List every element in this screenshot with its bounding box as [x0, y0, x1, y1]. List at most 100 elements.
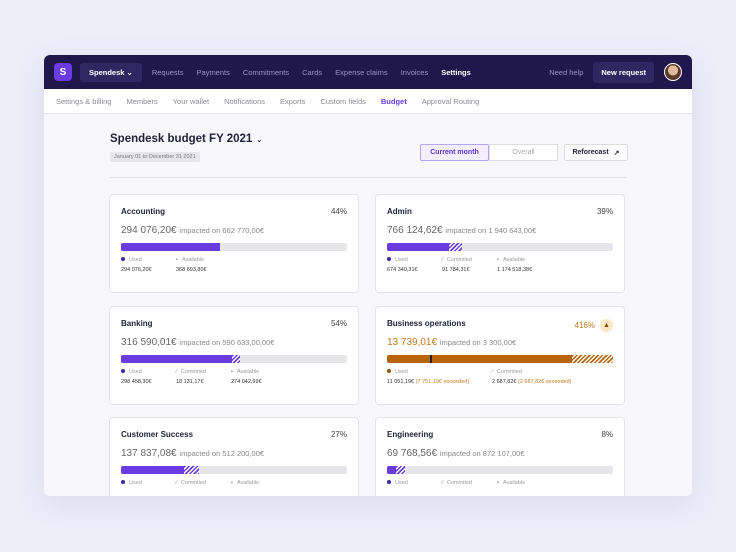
legend-label: Used — [129, 369, 142, 375]
committed-segment — [396, 466, 406, 474]
used-dot-icon — [387, 257, 391, 261]
legend-value: 298 458,30€ — [121, 379, 176, 385]
budget-name: Customer Success — [121, 430, 194, 439]
tab-current-month[interactable]: Current month — [420, 144, 489, 161]
need-help-link[interactable]: Need help — [549, 67, 584, 77]
new-request-button[interactable]: New request — [593, 61, 654, 83]
budget-card[interactable]: Accounting 44% 294 076,20€ impacted on 662… — [109, 194, 359, 293]
used-dot-icon — [121, 257, 125, 261]
budget-total: 512 200,00€ — [222, 449, 265, 458]
legend-label: Available — [236, 369, 260, 375]
avatar[interactable] — [664, 63, 682, 81]
warning-icon: ▲ — [600, 319, 613, 332]
budget-name: Banking — [121, 319, 153, 328]
legend-used: Used 674 340,31€ — [387, 257, 442, 273]
available-dot-icon: ▪ — [497, 480, 499, 486]
org-name: Spendesk — [89, 67, 125, 77]
amount-total: impacted on 3 300,00€ — [440, 338, 516, 347]
used-segment — [121, 466, 185, 474]
budget-name: Engineering — [387, 430, 434, 439]
exceeded-amount: (2 687,82€ exceeded) — [518, 379, 572, 385]
budget-header: Spendesk budget FY 2021 ⌄ January 01 to D… — [110, 133, 628, 163]
legend-used-label: Used — [387, 257, 442, 263]
budget-card[interactable]: Business operations 416% ▲ 13 739,01€ impac… — [375, 306, 625, 405]
impacted-label: impacted on — [439, 449, 481, 458]
amount-total: impacted on 1 940 643,00€ — [445, 226, 536, 235]
nav-item-expense-claims[interactable]: Expense claims — [335, 67, 388, 77]
subnav-item-settings-billing[interactable]: Settings & billing — [56, 96, 112, 106]
percent-value: 54% — [330, 319, 347, 328]
budget-total: 872 107,00€ — [482, 449, 525, 458]
amount-spent: 766 124,62€ — [387, 225, 443, 236]
nav-item-commitments[interactable]: Commitments — [242, 67, 290, 77]
legend-amount: 1 174 518,38€ — [497, 267, 533, 273]
budget-progress-bar — [121, 243, 347, 251]
budget-total: 3 300,00€ — [482, 338, 517, 347]
legend-label: Used — [129, 480, 142, 486]
legend-value: 1 174 518,38€ — [497, 267, 552, 273]
legend-committed: ⁄ Commited — [442, 480, 497, 486]
legend-committed: ⁄ Commited 91 784,31€ — [442, 257, 497, 273]
budget-card[interactable]: Banking 54% 316 590,01€ impacted on 590 63… — [109, 306, 359, 405]
subnav-item-custom-fields[interactable]: Custom fields — [320, 96, 366, 106]
org-switcher[interactable]: Spendesk ⌄ — [80, 62, 142, 82]
budget-card[interactable]: Customer Success 27% 137 837,08€ impacted … — [109, 417, 359, 496]
legend-used: Used 298 458,30€ — [121, 369, 176, 385]
legend-value: 11 051,19€ (7 751,19€ exceeded) — [387, 379, 492, 385]
amount-spent: 69 768,56€ — [387, 448, 438, 459]
legend-available: ▪ Available 1 174 518,38€ — [497, 257, 552, 273]
legend-committed-label: ⁄ Commited — [442, 480, 497, 486]
legend-committed-label: ⁄ Commited — [492, 369, 597, 375]
legend-label: Commited — [446, 480, 472, 486]
nav-item-invoices[interactable]: Invoices — [400, 67, 429, 77]
top-nav: S Spendesk ⌄ Requests Payments Commitments… — [44, 55, 692, 89]
used-segment — [121, 355, 232, 363]
legend-used-label: Used — [121, 480, 176, 486]
nav-item-requests[interactable]: Requests — [151, 67, 184, 77]
main-nav: Requests Payments Commitments Cards Expense … — [152, 68, 471, 77]
tab-overall[interactable]: Overall — [489, 144, 558, 161]
legend-value: 274 042,99€ — [231, 379, 286, 385]
budget-total: 590 633,00,00€ — [222, 338, 275, 347]
trend-up-icon: ↗ — [613, 149, 620, 157]
budget-card[interactable]: Admin 39% 766 124,62€ impacted on 1 940 64… — [375, 194, 625, 293]
legend-label: Used — [395, 480, 408, 486]
budget-amount: 13 739,01€ impacted on 3 300,00€ — [387, 337, 613, 348]
budget-progress-bar — [387, 243, 613, 251]
legend-label: Available — [502, 257, 526, 263]
used-segment — [387, 243, 450, 251]
subnav-item-budget[interactable]: Budget — [380, 96, 407, 106]
subnav-item-exports[interactable]: Exports — [280, 96, 306, 106]
legend-used-label: Used — [121, 369, 176, 375]
subnav-item-your-wallet[interactable]: Your wallet — [172, 96, 210, 106]
legend-value: 2 687,82€ (2 687,82€ exceeded) — [492, 379, 597, 385]
nav-item-settings[interactable]: Settings — [441, 67, 471, 77]
budget-card[interactable]: Engineering 8% 69 768,56€ impacted on 872 … — [375, 417, 625, 496]
page-title[interactable]: Spendesk budget FY 2021 ⌄ — [110, 133, 628, 145]
legend-available-label: ▪ Available — [176, 257, 231, 263]
nav-item-payments[interactable]: Payments — [196, 67, 230, 77]
reforecast-button[interactable]: Reforecast ↗ — [564, 144, 628, 161]
subnav-item-members[interactable]: Members — [126, 96, 158, 106]
impacted-label: impacted on — [445, 226, 487, 235]
spendesk-logo-icon[interactable]: S — [54, 63, 72, 81]
impacted-label: impacted on — [179, 449, 221, 458]
legend-amount: 674 340,31€ — [387, 267, 418, 273]
budget-total: 1 940 643,00€ — [488, 226, 537, 235]
legend-amount: 298 458,30€ — [121, 379, 152, 385]
subnav-item-approval-routing[interactable]: Approval Routing — [421, 96, 480, 106]
subnav-item-notifications[interactable]: Notifications — [224, 96, 265, 106]
legend-amount: 274 042,99€ — [231, 379, 262, 385]
legend-available-label: ▪ Available — [497, 480, 552, 486]
used-dot-icon — [387, 480, 391, 484]
available-dot-icon: ▪ — [497, 257, 499, 263]
committed-segment — [231, 355, 240, 363]
impacted-label: impacted on — [439, 338, 481, 347]
legend-committed: ⁄ Commited — [176, 480, 231, 486]
budget-progress-bar — [121, 466, 347, 474]
budget-legend: Used ⁄ Commited ▪ Available — [121, 480, 347, 486]
legend-label: Available — [236, 480, 260, 486]
nav-item-cards[interactable]: Cards — [302, 67, 323, 77]
budget-legend: Used 674 340,31€ ⁄ Commited 91 784,31€ ▪ Avail… — [387, 257, 613, 273]
used-dot-icon — [121, 480, 125, 484]
